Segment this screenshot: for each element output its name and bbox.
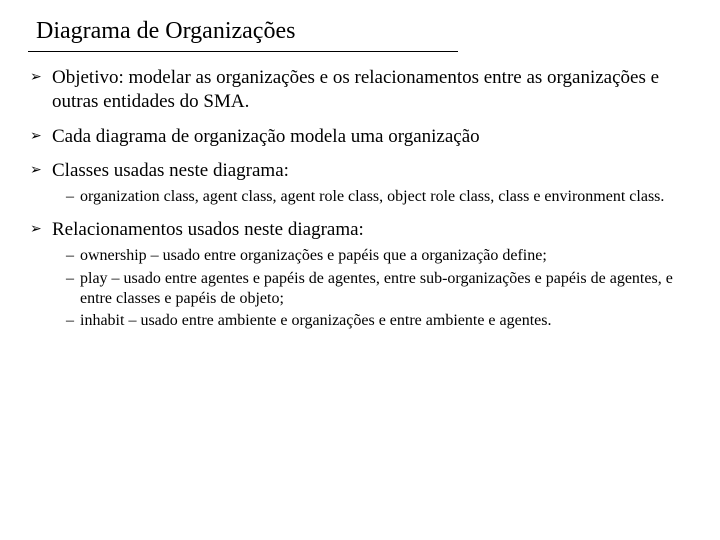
arrow-icon: ➢ xyxy=(30,161,42,179)
sub-list: organization class, agent class, agent r… xyxy=(52,187,692,207)
sub-item: organization class, agent class, agent r… xyxy=(66,187,692,207)
arrow-icon: ➢ xyxy=(30,220,42,238)
bullet-text: Cada diagrama de organização modela uma … xyxy=(52,126,480,147)
sub-item: play – usado entre agentes e papéis de a… xyxy=(66,269,692,310)
bullet-list: ➢ Objetivo: modelar as organizações e os… xyxy=(28,66,692,332)
arrow-icon: ➢ xyxy=(30,127,42,145)
bullet-text: Objetivo: modelar as organizações e os r… xyxy=(52,67,659,112)
bullet-item: ➢ Classes usadas neste diagrama: organiz… xyxy=(28,159,692,208)
slide-title: Diagrama de Organizações xyxy=(36,18,692,45)
bullet-item: ➢ Cada diagrama de organização modela um… xyxy=(28,125,692,149)
sub-list: ownership – usado entre organizações e p… xyxy=(52,246,692,332)
title-rule xyxy=(28,51,458,52)
bullet-text: Classes usadas neste diagrama: xyxy=(52,160,289,181)
bullet-text: Relacionamentos usados neste diagrama: xyxy=(52,219,364,240)
arrow-icon: ➢ xyxy=(30,68,42,86)
bullet-item: ➢ Relacionamentos usados neste diagrama:… xyxy=(28,218,692,332)
sub-item: inhabit – usado entre ambiente e organiz… xyxy=(66,311,692,331)
sub-item: ownership – usado entre organizações e p… xyxy=(66,246,692,266)
bullet-item: ➢ Objetivo: modelar as organizações e os… xyxy=(28,66,692,115)
